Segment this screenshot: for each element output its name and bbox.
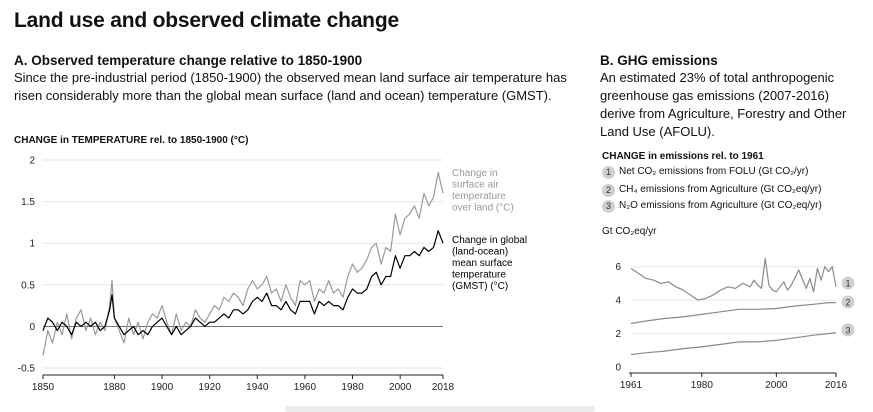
- x-tick-label: 1980: [691, 380, 714, 391]
- y-tick-label: 2: [615, 329, 621, 340]
- x-tick-label: 2000: [765, 380, 788, 391]
- x-tick-label: 1960: [294, 382, 317, 393]
- y-tick-label: 4: [615, 296, 621, 307]
- emissions-series-1-line: [630, 257, 837, 301]
- y-tick-label: 0: [29, 322, 35, 333]
- emissions-series-3-line: [630, 332, 837, 356]
- y-tick-label: 1.5: [21, 197, 35, 208]
- legend-badge: 3: [602, 199, 615, 213]
- y-tick-label: -0.5: [18, 364, 36, 375]
- x-tick-label: 1880: [103, 382, 126, 393]
- series-badge: [841, 295, 855, 309]
- series-label-line: temperature: [452, 270, 506, 281]
- y-tick-label: 2: [29, 156, 35, 167]
- legend-label: CH₄ emissions from Agriculture (Gt CO₂eq…: [619, 184, 822, 195]
- series-badge-label: 2: [845, 298, 850, 308]
- panel-b-description: An estimated 23% of total anthropogenic …: [600, 70, 847, 139]
- x-tick-label: 2018: [432, 382, 455, 393]
- legend-item-n2o: 3 N₂O emissions from Agriculture (Gt CO₂e…: [602, 199, 822, 213]
- x-tick-label: 1940: [246, 382, 269, 393]
- land-temperature-line: [42, 171, 444, 356]
- horizontal-scrollbar[interactable]: [285, 406, 595, 412]
- legend-item-net-co2: 1 Net CO₂ emissions from FOLU (Gt CO₂/yr): [602, 165, 808, 179]
- series-label-line: Change in: [452, 168, 498, 179]
- series-label-line: (GMST) (°C): [452, 281, 508, 292]
- series-label-line: (land-ocean): [452, 247, 508, 258]
- series-label-line: surface air: [452, 180, 499, 191]
- x-tick-label: 1961: [620, 380, 643, 391]
- series-label-line: Change in global: [452, 235, 527, 246]
- gmst-line: [42, 230, 444, 336]
- series-label-line: mean surface: [452, 258, 513, 269]
- legend-badge: 2: [602, 183, 615, 197]
- legend-badge: 1: [602, 165, 615, 179]
- y-tick-label: 6: [615, 262, 621, 273]
- page-title: Land use and observed climate change: [14, 9, 399, 32]
- panel-b-axis-title: CHANGE in emissions rel. to 1961: [602, 151, 764, 162]
- series-badge: [841, 323, 855, 337]
- legend-label: Net CO₂ emissions from FOLU (Gt CO₂/yr): [619, 166, 809, 177]
- series-label-line: temperature: [452, 191, 506, 202]
- panel-a-description: Since the pre-industrial period (1850-19…: [14, 70, 567, 103]
- panel-b-heading: B. GHG emissions: [600, 53, 718, 68]
- series-badge: [841, 276, 855, 290]
- panel-b-unit-label: Gt CO₂eq/yr: [602, 226, 657, 237]
- y-tick-label: 0: [615, 363, 621, 374]
- panel-a-axis-title: CHANGE in TEMPERATURE rel. to 1850-1900 …: [14, 135, 249, 146]
- x-tick-label: 1900: [151, 382, 174, 393]
- x-tick-label: 1920: [199, 382, 222, 393]
- x-tick-label: 1980: [341, 382, 364, 393]
- emissions-series-2-line: [630, 302, 836, 325]
- series-badge-label: 1: [845, 279, 850, 289]
- x-tick-label: 2016: [825, 380, 848, 391]
- series-badge-label: 3: [845, 326, 850, 336]
- x-tick-label: 2000: [389, 382, 412, 393]
- legend-item-ch4: 2 CH₄ emissions from Agriculture (Gt CO₂e…: [602, 183, 821, 197]
- panel-a-heading: A. Observed temperature change relative …: [14, 53, 363, 68]
- legend-label: N₂O emissions from Agriculture (Gt CO₂eq…: [619, 200, 822, 211]
- y-tick-label: 1: [29, 239, 35, 250]
- series-label-line: over land (°C): [452, 203, 514, 214]
- x-tick-label: 1850: [32, 382, 55, 393]
- y-tick-label: 0.5: [21, 280, 35, 291]
